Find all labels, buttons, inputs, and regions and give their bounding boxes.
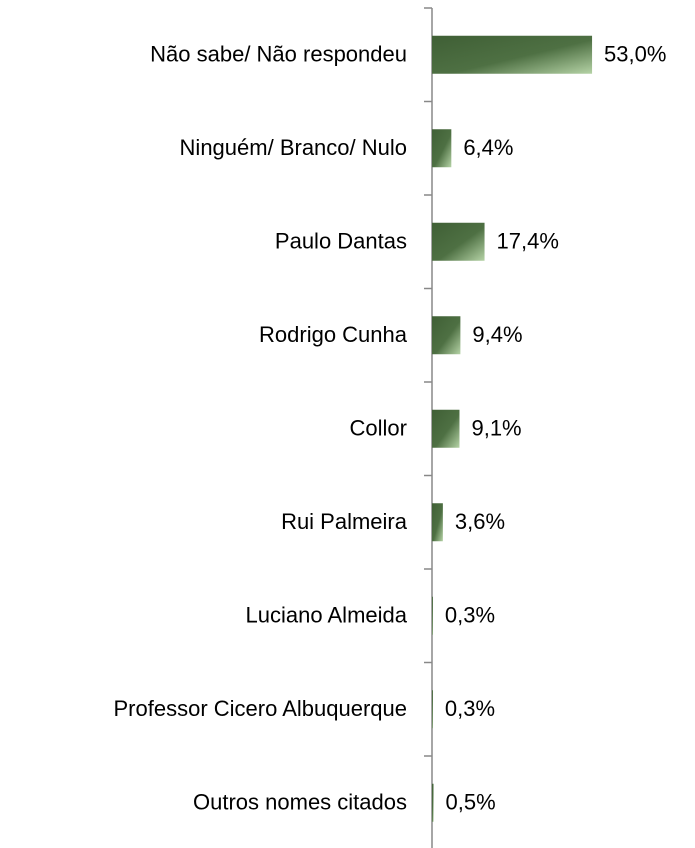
bar [432,129,452,168]
data-label: 3,6% [455,509,505,534]
category-label: Professor Cicero Albuquerque [114,696,408,721]
data-label: 9,4% [472,322,522,347]
bar [432,316,461,355]
category-label: Não sabe/ Não respondeu [150,42,407,67]
bar [432,690,433,729]
category-label: Rodrigo Cunha [259,322,408,347]
category-label: Ninguém/ Branco/ Nulo [180,135,407,160]
data-label: 0,3% [445,696,495,721]
bar [432,222,485,261]
data-label: 9,1% [471,416,521,441]
bar [432,596,433,635]
category-label: Luciano Almeida [246,603,408,628]
data-label: 6,4% [463,135,513,160]
bar [432,783,434,822]
bar [432,409,460,448]
data-label: 53,0% [604,42,666,67]
bar [432,35,593,74]
bar [432,503,443,542]
data-label: 17,4% [497,229,559,254]
category-label: Collor [350,416,407,441]
category-label: Paulo Dantas [275,229,407,254]
category-label: Outros nomes citados [193,790,407,815]
category-label: Rui Palmeira [281,509,408,534]
data-label: 0,5% [446,790,496,815]
data-label: 0,3% [445,603,495,628]
